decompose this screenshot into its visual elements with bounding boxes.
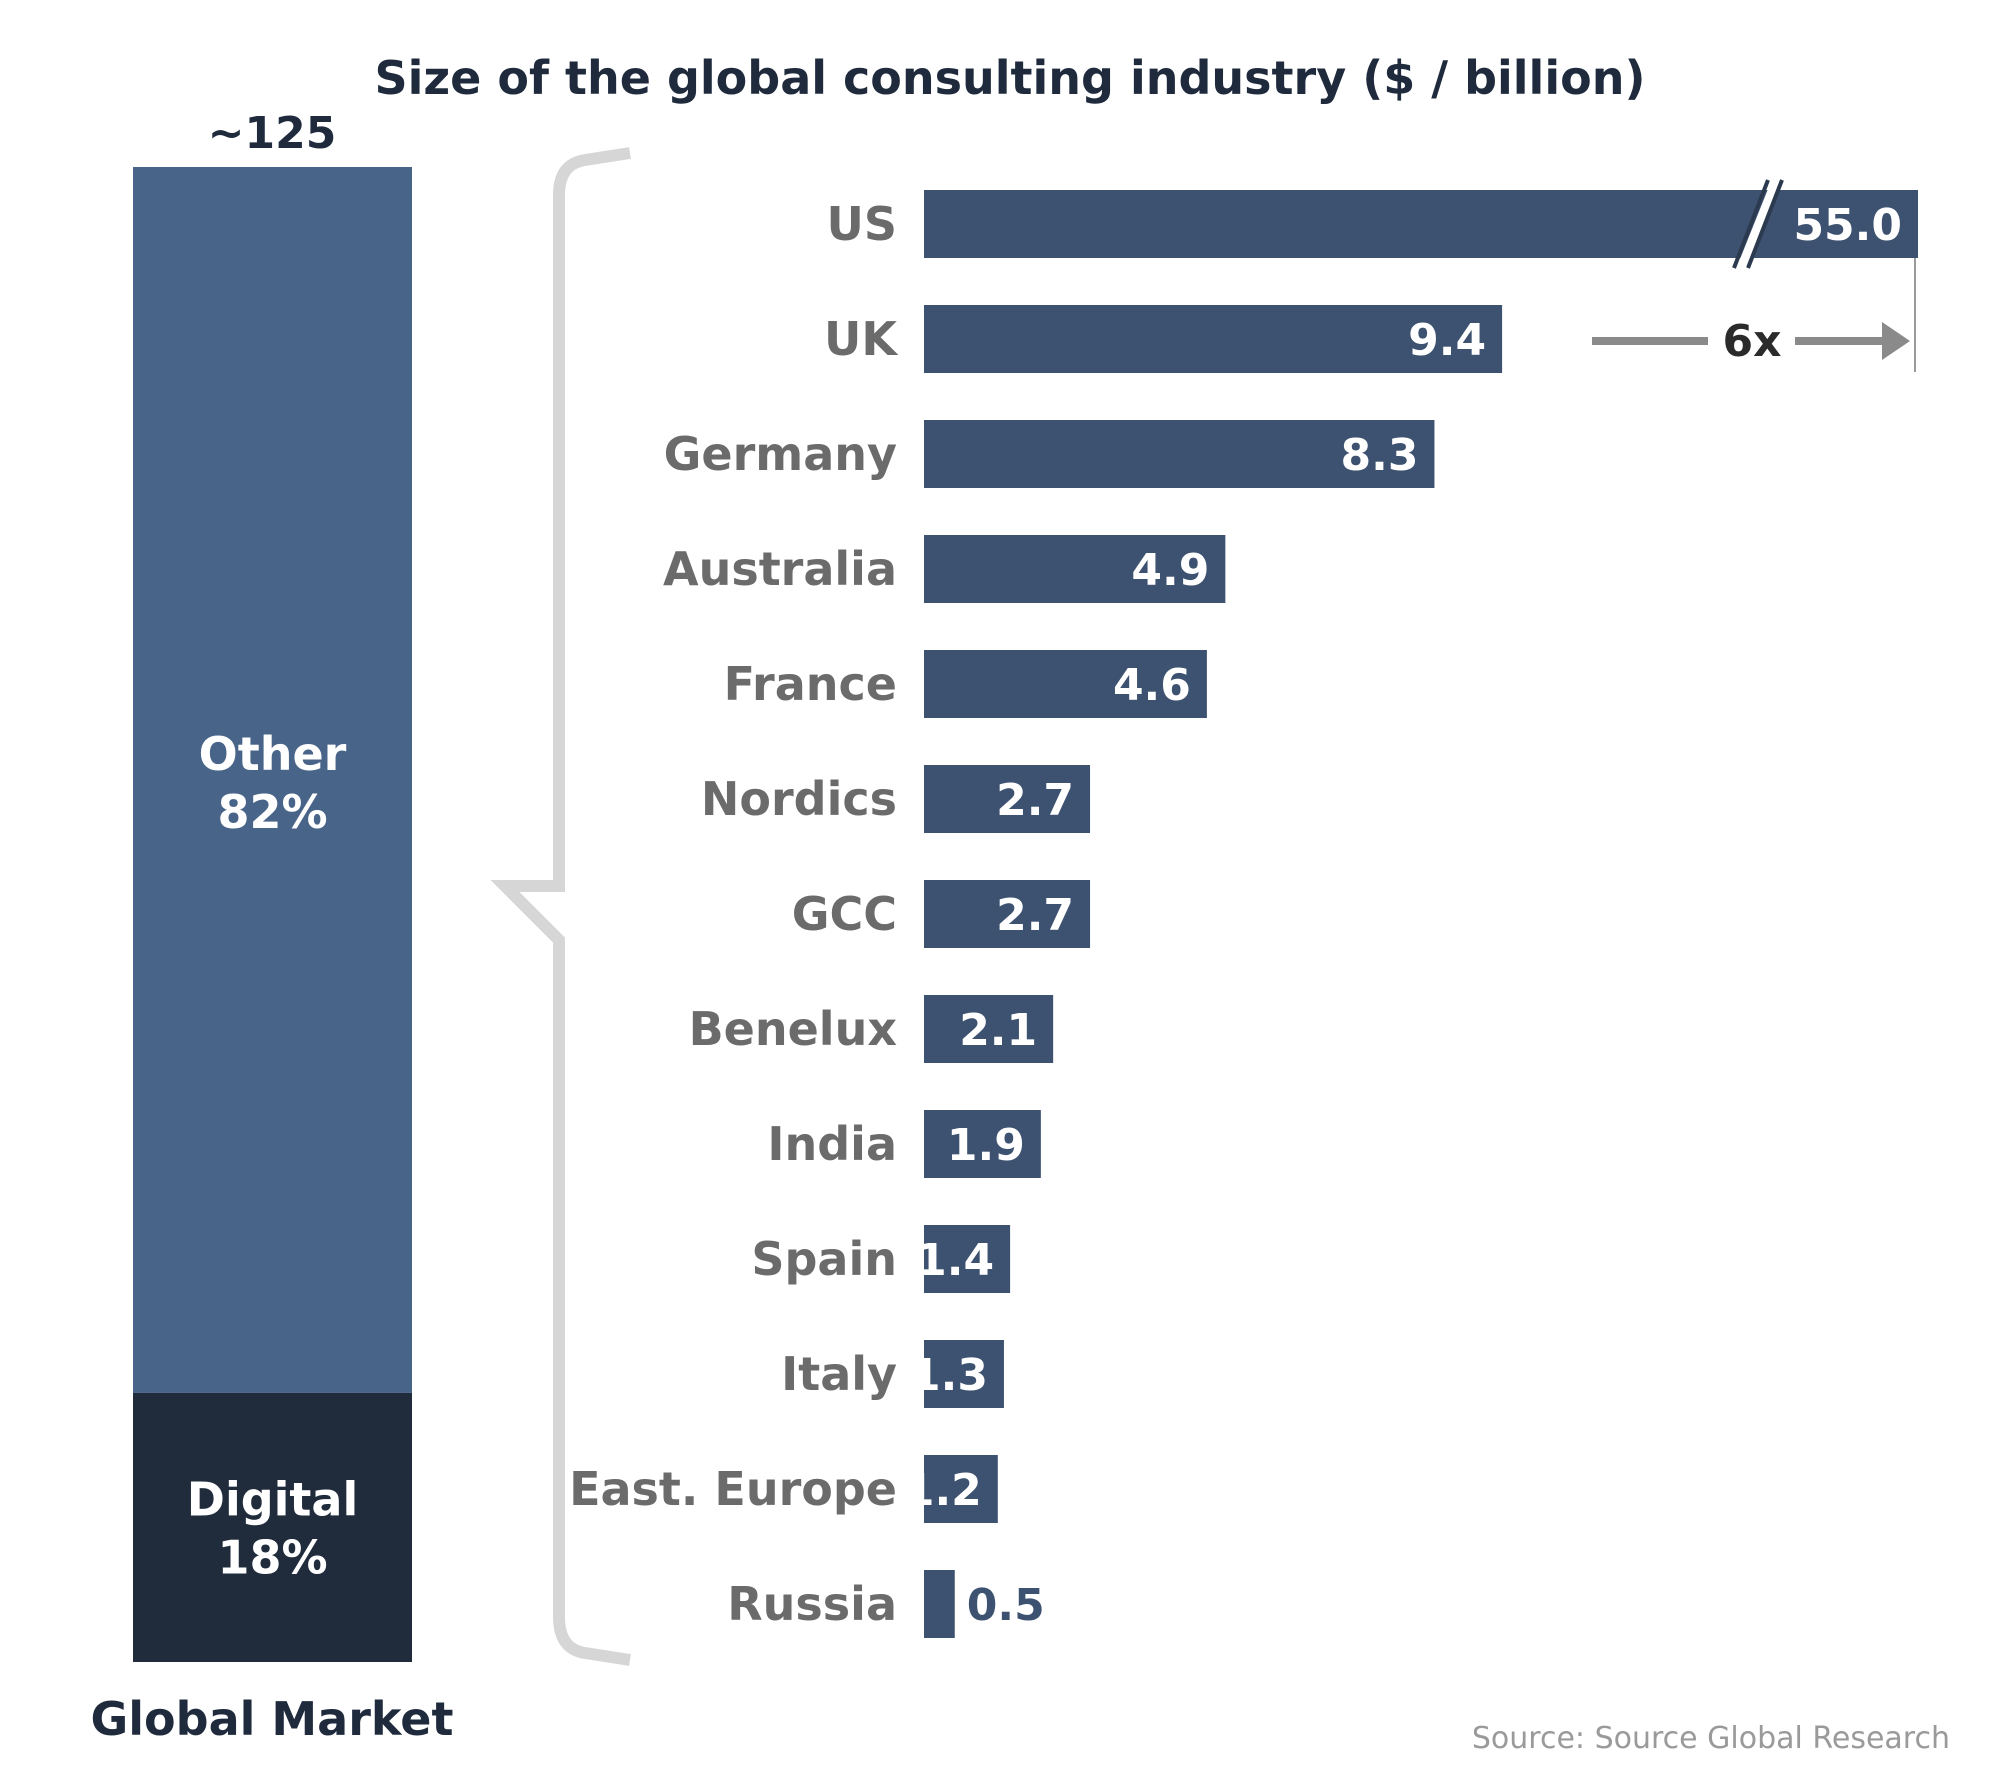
category-label: UK <box>824 312 899 366</box>
bar-germany <box>924 420 1435 488</box>
category-label: East. Europe <box>569 1462 897 1516</box>
category-label: Spain <box>751 1232 897 1286</box>
annotation-multiplier: 6x <box>1723 316 1782 367</box>
value-label: 2.7 <box>996 775 1074 826</box>
value-label: 2.7 <box>996 890 1074 941</box>
category-label: India <box>767 1117 897 1171</box>
total-label: ~125 <box>208 108 337 159</box>
segment-digital-label: Digital <box>187 1472 358 1526</box>
bar-group: US 55.0 UK 9.4 Germany 8.3 Australia 4.9 France 4… <box>569 179 1918 1638</box>
bar-russia <box>924 1570 955 1638</box>
bar-italy <box>924 1340 1004 1408</box>
bar-benelux <box>924 995 1054 1063</box>
segment-other <box>133 167 412 1393</box>
segment-digital-percent: 18% <box>217 1530 327 1584</box>
value-label: 55.0 <box>1793 200 1902 251</box>
value-label: 1.2 <box>904 1465 982 1516</box>
category-label: Russia <box>727 1577 897 1631</box>
bar-spain <box>924 1225 1011 1293</box>
bar-uk <box>924 305 1503 373</box>
brace-connector <box>490 147 631 1666</box>
global-market-label: Global Market <box>91 1692 454 1746</box>
chart-title: Size of the global consulting industry (… <box>375 51 1646 105</box>
axis-break-line <box>1732 179 1770 269</box>
bar-australia <box>924 535 1226 603</box>
value-label: 0.5 <box>967 1580 1045 1631</box>
axis-break-line <box>1746 179 1784 269</box>
category-label: Italy <box>781 1347 897 1401</box>
segment-other-percent: 82% <box>217 785 327 839</box>
category-label: US <box>827 197 897 251</box>
bar-nordics <box>924 765 1091 833</box>
annotation-arrow-head <box>1882 322 1910 360</box>
bar-east-europe <box>924 1455 998 1523</box>
value-label: 1.9 <box>947 1120 1025 1171</box>
category-label: Australia <box>663 542 897 596</box>
value-label: 9.4 <box>1408 315 1486 366</box>
segment-other-label: Other <box>199 727 347 781</box>
category-label: Nordics <box>701 772 897 826</box>
bar-france <box>924 650 1207 718</box>
category-label: Benelux <box>689 1002 897 1056</box>
segment-digital <box>133 1392 412 1662</box>
category-label: France <box>724 657 897 711</box>
bar-gcc <box>924 880 1091 948</box>
source-note: Source: Source Global Research <box>1472 1721 1950 1756</box>
value-label: 8.3 <box>1340 430 1418 481</box>
value-label: 4.6 <box>1113 660 1191 711</box>
value-label: 2.1 <box>959 1005 1037 1056</box>
value-label: 1.4 <box>916 1235 994 1286</box>
value-label: 4.9 <box>1131 545 1209 596</box>
value-label: 1.3 <box>910 1350 988 1401</box>
category-label: GCC <box>792 887 897 941</box>
bar-india <box>924 1110 1041 1178</box>
category-label: Germany <box>664 427 897 481</box>
